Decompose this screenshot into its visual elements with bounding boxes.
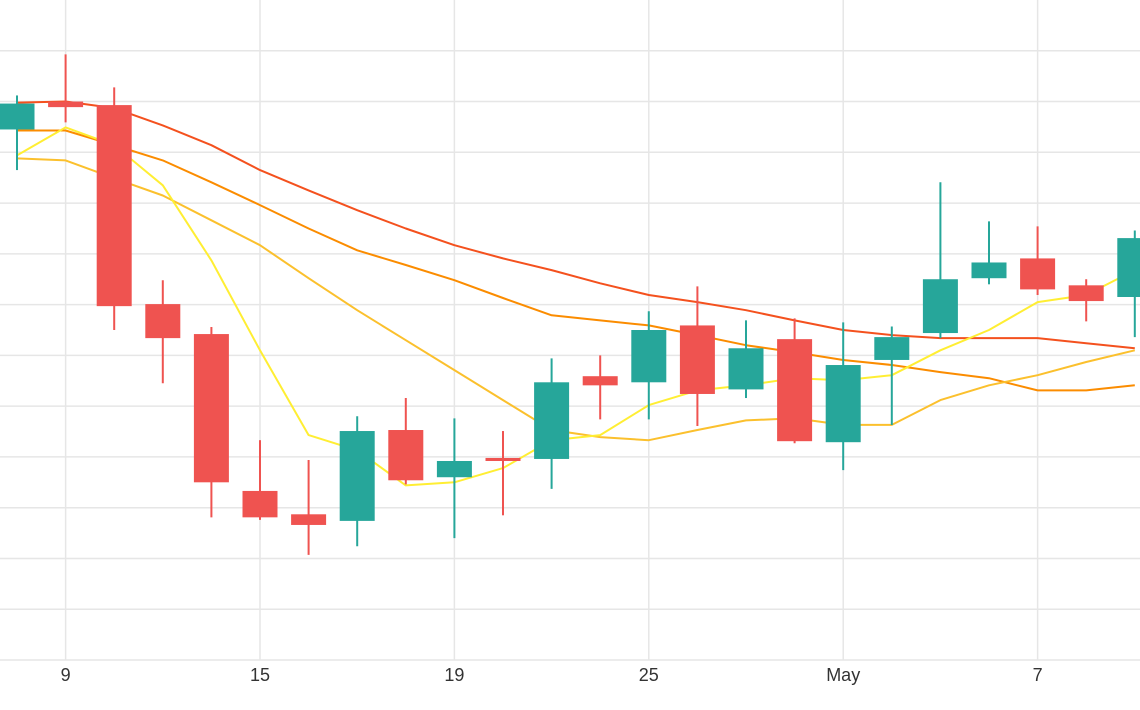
candle-body [1020,258,1056,290]
candle-body [291,514,327,525]
x-axis: 9 15 19 25 May 7 [61,665,1043,685]
candle-body [193,334,229,483]
x-tick-label: 15 [250,665,270,685]
candle-body [339,431,375,521]
candle-body [679,325,715,394]
x-tick-label: 7 [1033,665,1043,685]
candle-body [48,101,84,108]
moving-average-line [16,126,1136,487]
candle-body [874,337,910,360]
x-tick-label: 9 [61,665,71,685]
candle-body [922,279,958,334]
candle-body [485,457,521,461]
candle-body [631,330,667,383]
candle-body [777,339,813,442]
x-tick-label: May [826,665,860,685]
candle-body [825,365,861,443]
candle-body [1117,238,1140,297]
candle-body [728,348,764,390]
moving-average-line [17,129,1135,392]
candle-body [582,376,618,386]
candle-body [388,430,424,481]
candle-body [0,103,35,130]
candle-body [145,304,181,339]
candle-body [971,262,1007,279]
candle-body [534,382,570,459]
moving-average-line [16,157,1136,442]
candle-body [96,105,132,307]
candle-body [436,460,472,478]
moving-averages [16,100,1136,487]
candles [0,54,1140,555]
x-tick-label: 19 [444,665,464,685]
candle-body [1068,285,1104,302]
candle-body [242,490,278,518]
moving-average-line [16,100,1135,350]
x-tick-label: 25 [639,665,659,685]
